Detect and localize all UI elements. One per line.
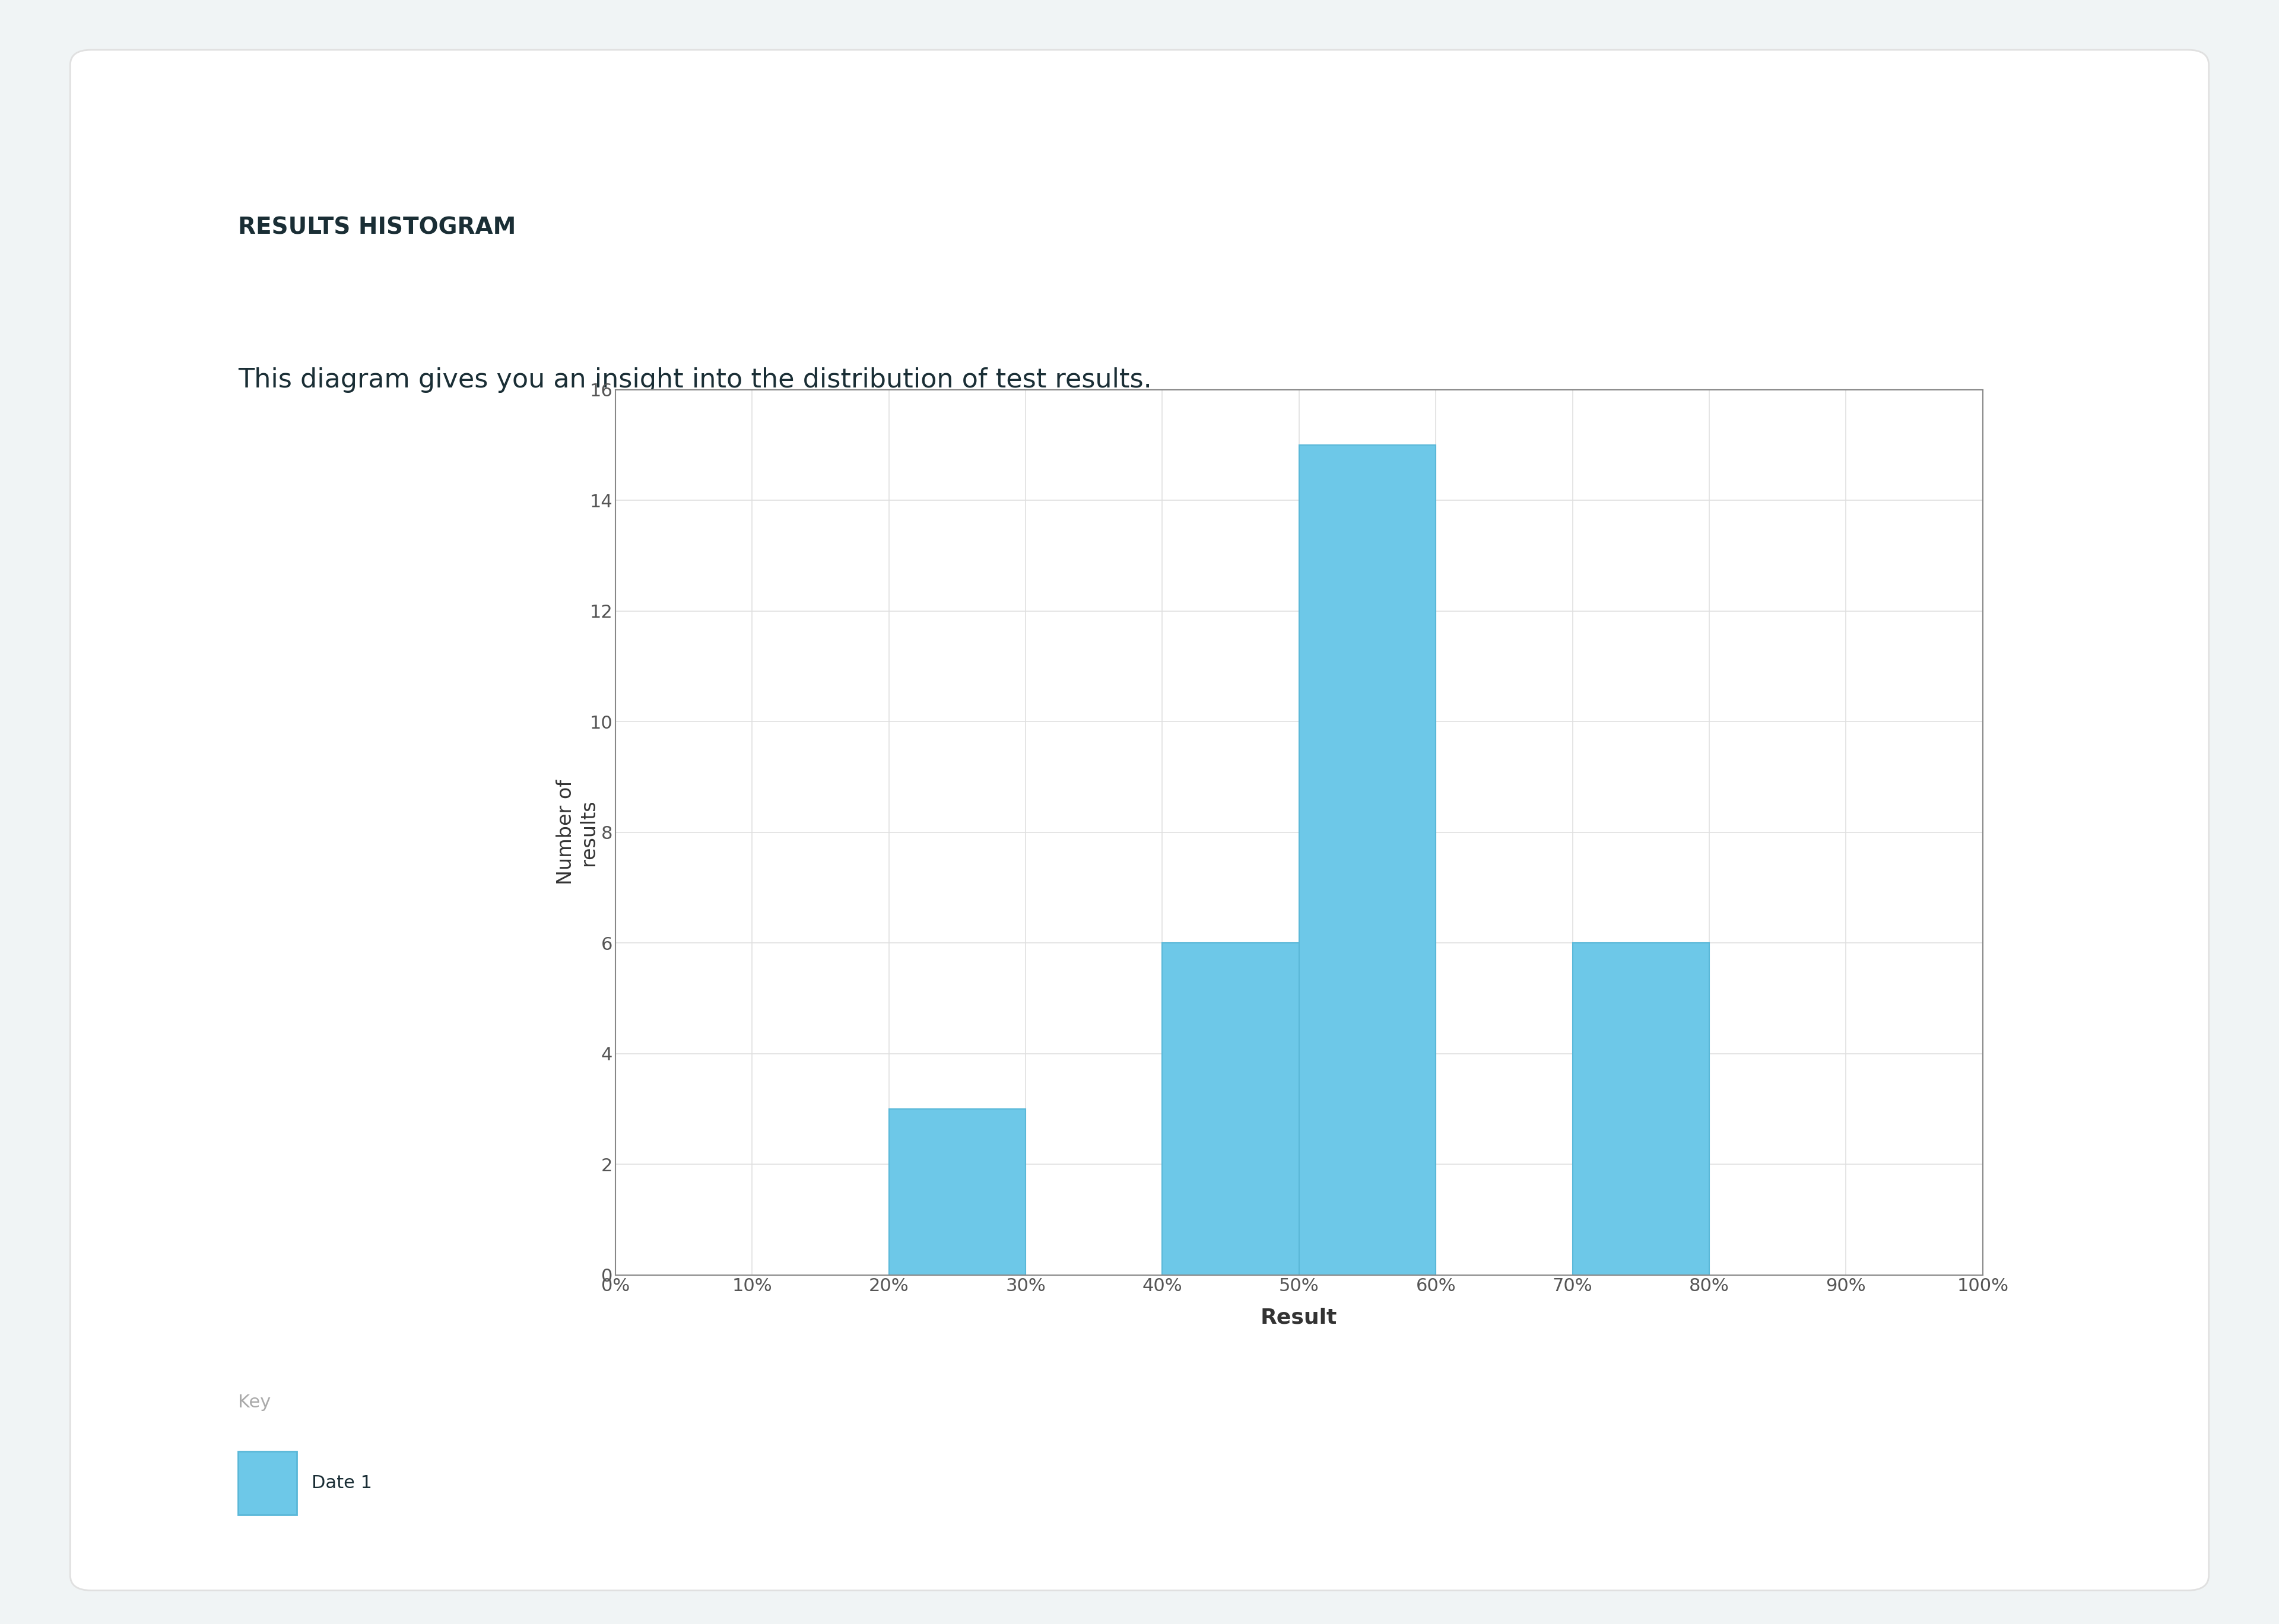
Bar: [1573, 944, 1709, 1275]
Bar: [1162, 944, 1299, 1275]
Y-axis label: Number of
results: Number of results: [556, 780, 597, 885]
Text: Key: Key: [237, 1393, 271, 1411]
FancyBboxPatch shape: [237, 1452, 296, 1515]
FancyBboxPatch shape: [71, 50, 2208, 1590]
Bar: [889, 1109, 1026, 1275]
Text: This diagram gives you an insight into the distribution of test results.: This diagram gives you an insight into t…: [237, 367, 1151, 393]
Bar: [1299, 445, 1436, 1275]
X-axis label: Result: Result: [1260, 1307, 1338, 1327]
Text: RESULTS HISTOGRAM: RESULTS HISTOGRAM: [237, 216, 515, 239]
Text: Date 1: Date 1: [312, 1475, 371, 1492]
